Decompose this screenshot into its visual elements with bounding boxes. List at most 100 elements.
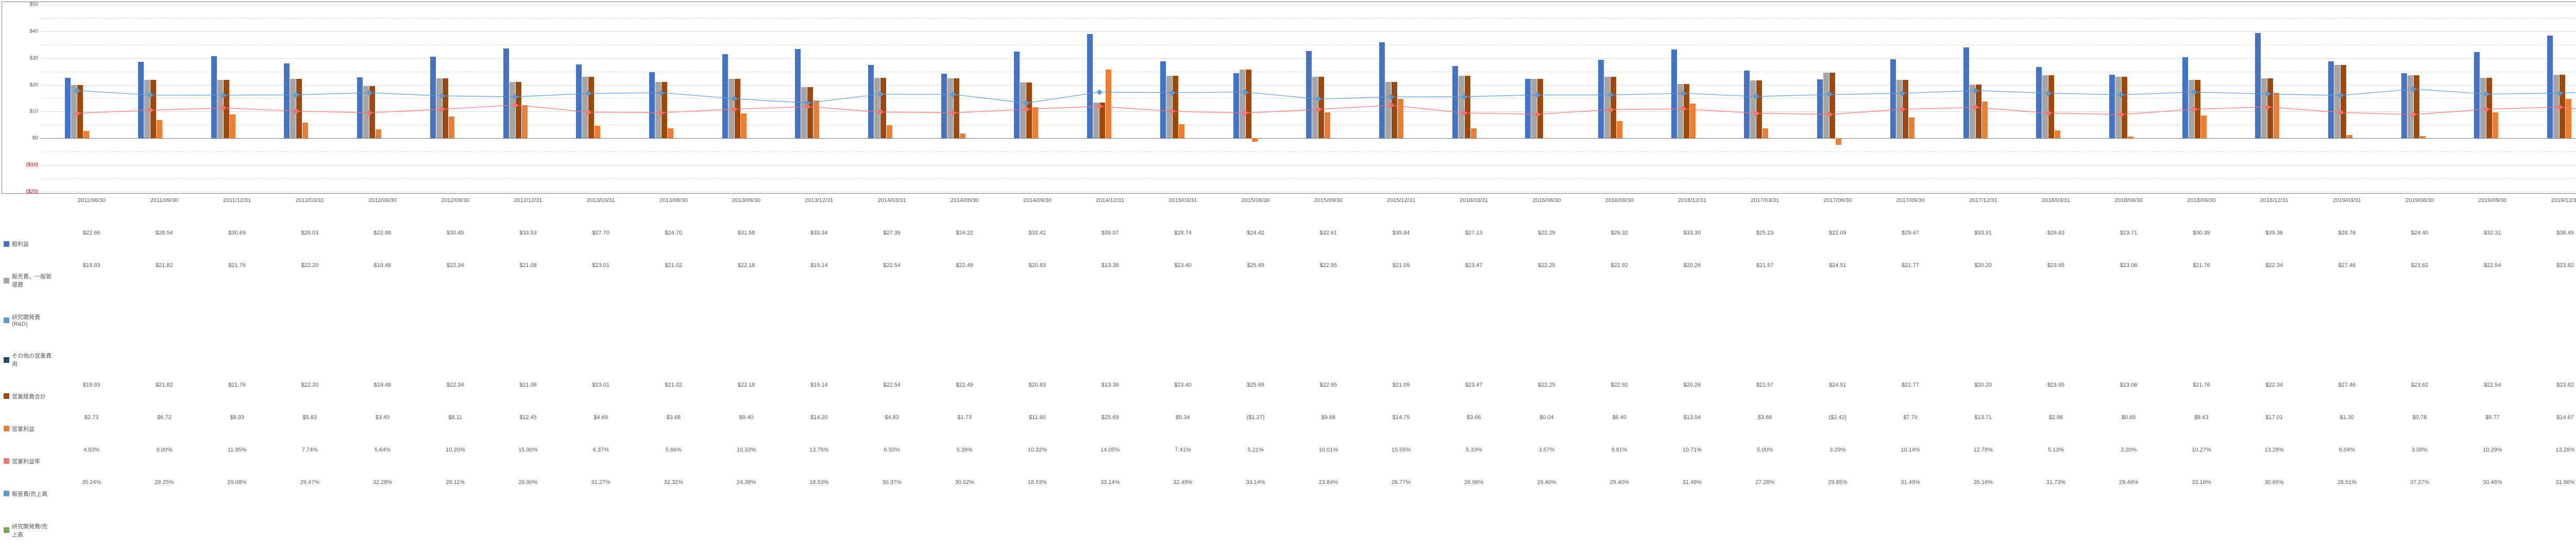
- table-cell: $21.08: [492, 380, 564, 412]
- table-cell: [1365, 510, 1437, 550]
- table-cell: [1292, 340, 1365, 380]
- table-cell: $20.26: [1656, 380, 1728, 412]
- table-header-cell: 2019/09/30: [2456, 195, 2529, 228]
- table-cell: $24.51: [1801, 260, 1874, 301]
- table-cell: 32.28%: [346, 477, 419, 510]
- table-cell: 5.64%: [346, 445, 419, 477]
- table-header-cell: 2016/12/31: [1656, 195, 1728, 228]
- row-label-text: 営業利益: [12, 425, 35, 433]
- table-cell: $11.60: [1001, 412, 1074, 445]
- table-cell: $0.04: [1510, 412, 1583, 445]
- table-cell: [274, 340, 346, 380]
- table-cell: [1728, 301, 1801, 340]
- table-cell: [928, 510, 1001, 550]
- table-cell: $13.38: [1074, 380, 1146, 412]
- table-cell: [419, 301, 492, 340]
- table-header-cell: 2019/06/30: [2383, 195, 2456, 228]
- table-header-cell: 2018/09/30: [2165, 195, 2238, 228]
- table-cell: [637, 340, 710, 380]
- table-cell: $21.76: [2165, 260, 2238, 301]
- table-cell: [1146, 301, 1219, 340]
- table-cell: [2383, 510, 2456, 550]
- line-op_margin: [41, 5, 2576, 192]
- table-cell: $19.48: [346, 380, 419, 412]
- table-cell: 10.01%: [1292, 445, 1365, 477]
- table-header-cell: 2017/12/31: [1947, 195, 2020, 228]
- table-cell: $20.83: [1001, 380, 1074, 412]
- row-swatch: [4, 426, 9, 431]
- table-cell: $19.93: [55, 380, 128, 412]
- table-cell: $23.65: [2020, 260, 2092, 301]
- table-header-cell: 2011/12/31: [200, 195, 273, 228]
- table-cell: 26.77%: [1365, 477, 1437, 510]
- table-cell: [928, 301, 1001, 340]
- table-cell: $24.22: [928, 228, 1001, 260]
- table-cell: $19.14: [783, 260, 855, 301]
- table-cell: $23.71: [2092, 228, 2165, 260]
- table-cell: ($2.42): [1801, 412, 1874, 445]
- table-cell: $28.74: [1146, 228, 1219, 260]
- row-label-rd: 研究開発費(R&D): [2, 301, 55, 340]
- table-cell: 30.02%: [928, 477, 1001, 510]
- table-cell: 29.40%: [1510, 477, 1583, 510]
- table-cell: [128, 340, 200, 380]
- table-cell: $23.65: [2020, 380, 2092, 412]
- table-cell: 10.20%: [419, 445, 492, 477]
- table-cell: $13.71: [1947, 412, 2020, 445]
- table-cell: [928, 340, 1001, 380]
- table-cell: [1947, 301, 2020, 340]
- table-cell: [2456, 340, 2529, 380]
- table-header-row: 2011/06/302011/09/302011/12/312012/03/31…: [2, 195, 2576, 228]
- row-label-sga_ratio: 販管費/売上高: [2, 477, 55, 510]
- table-cell: $32.31: [2456, 228, 2529, 260]
- table-cell: $28.76: [2311, 228, 2383, 260]
- table-cell: [274, 301, 346, 340]
- row-swatch: [4, 491, 9, 496]
- table-cell: $24.51: [1801, 380, 1874, 412]
- table-cell: $2.73: [55, 412, 128, 445]
- table-cell: $22.88: [346, 228, 419, 260]
- data-table: 2011/06/302011/09/302011/12/312012/03/31…: [2, 195, 2576, 550]
- table-cell: [1074, 510, 1146, 550]
- row-label-op_margin: 営業利益率: [2, 445, 55, 477]
- table-cell: $22.49: [928, 260, 1001, 301]
- table-cell: [1656, 510, 1728, 550]
- table-cell: $22.54: [2456, 380, 2529, 412]
- table-cell: $9.66: [1292, 412, 1365, 445]
- table-cell: [1074, 301, 1146, 340]
- table-cell: [128, 301, 200, 340]
- table-cell: $23.62: [2383, 260, 2456, 301]
- table-cell: [2092, 510, 2165, 550]
- table-cell: $4.83: [855, 412, 928, 445]
- table-cell: [1801, 510, 1874, 550]
- table-header-cell: 2013/12/31: [783, 195, 855, 228]
- table-cell: [855, 510, 928, 550]
- table-cell: 10.29%: [2456, 445, 2529, 477]
- table-header-cell: 2017/09/30: [1874, 195, 1946, 228]
- table-cell: 31.49%: [1874, 477, 1946, 510]
- table-cell: [2020, 510, 2092, 550]
- table-cell: $22.20: [274, 260, 346, 301]
- table-cell: $19.48: [346, 260, 419, 301]
- table-cell: 13.75%: [783, 445, 855, 477]
- table-cell: $22.92: [1583, 260, 1656, 301]
- table-cell: $21.76: [200, 260, 273, 301]
- table-cell: $8.11: [419, 412, 492, 445]
- table-header-cell: 2012/03/31: [274, 195, 346, 228]
- table-cell: $13.04: [1656, 412, 1728, 445]
- table-cell: $22.54: [2456, 260, 2529, 301]
- table-cell: [1510, 301, 1583, 340]
- table-cell: $21.82: [128, 380, 200, 412]
- table-cell: 29.40%: [1583, 477, 1656, 510]
- y-axis-left-label: $40: [18, 28, 38, 34]
- table-header-cell: 2012/09/30: [419, 195, 492, 228]
- table-cell: [710, 510, 783, 550]
- table-cell: $23.40: [1146, 260, 1219, 301]
- table-cell: 5.21%: [1219, 445, 1292, 477]
- table-cell: $7.70: [1874, 412, 1946, 445]
- table-header-cell: 2012/12/31: [492, 195, 564, 228]
- table-cell: $21.76: [200, 380, 273, 412]
- table-cell: $22.49: [928, 380, 1001, 412]
- table-cell: $22.95: [1292, 260, 1365, 301]
- table-row-op_exp_total: 営業経費合計$19.93$21.82$21.76$22.20$19.48$22.…: [2, 380, 2576, 412]
